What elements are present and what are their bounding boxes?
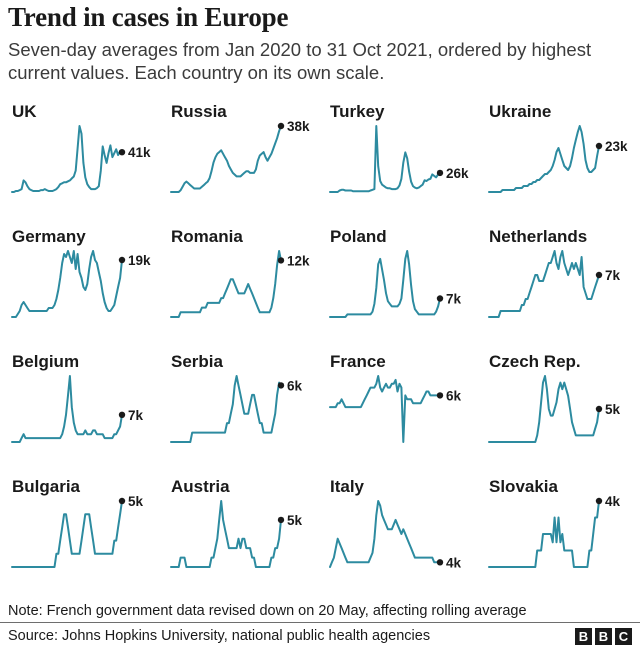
panel-title: France	[330, 352, 386, 371]
chart-panel: France 6k	[329, 352, 462, 443]
end-point-marker	[277, 122, 285, 130]
end-value-label: 4k	[605, 494, 621, 509]
chart-panel: Romania 12k	[170, 227, 310, 318]
end-point-marker	[436, 169, 444, 177]
panel-title: Belgium	[12, 352, 79, 371]
panel-title: Austria	[171, 477, 230, 496]
end-value-label: 5k	[605, 402, 621, 417]
trend-line	[11, 125, 123, 193]
end-point-marker	[595, 142, 603, 150]
chart-panel: Serbia 6k	[170, 352, 303, 443]
end-value-label: 41k	[128, 145, 151, 160]
panel-title: Italy	[330, 477, 365, 496]
end-point-marker	[277, 382, 285, 389]
end-value-label: 38k	[287, 119, 310, 134]
panel-title: Poland	[330, 227, 387, 246]
panel-title: UK	[12, 102, 37, 121]
chart-panel: Bulgaria 5k	[11, 477, 144, 568]
end-point-marker	[277, 516, 285, 524]
end-value-label: 6k	[287, 378, 303, 393]
end-point-marker	[436, 295, 444, 302]
end-point-marker	[118, 497, 126, 505]
panel-title: Netherlands	[489, 227, 587, 246]
trend-line	[11, 375, 123, 443]
panel-title: Serbia	[171, 352, 224, 371]
end-value-label: 19k	[128, 253, 151, 268]
source-text: Source: Johns Hopkins University, nation…	[8, 628, 431, 644]
end-value-label: 7k	[605, 268, 621, 283]
chart-panel: Ukraine 23k	[488, 102, 628, 193]
trend-line	[11, 500, 123, 568]
end-value-label: 26k	[446, 166, 469, 181]
trend-line	[170, 500, 282, 568]
panel-title: Turkey	[330, 102, 385, 121]
trend-line	[488, 375, 600, 443]
end-point-marker	[436, 392, 444, 399]
end-value-label: 23k	[605, 139, 628, 154]
end-point-marker	[277, 257, 285, 264]
bbc-logo-block: C	[615, 628, 632, 645]
bbc-logo-block: B	[595, 628, 612, 645]
trend-line	[11, 250, 123, 318]
chart-panel: Poland 7k	[329, 227, 462, 318]
trend-line	[170, 125, 282, 193]
end-point-marker	[118, 256, 126, 264]
end-value-label: 5k	[128, 494, 144, 509]
end-value-label: 7k	[446, 292, 462, 307]
panel-title: Germany	[12, 227, 86, 246]
end-value-label: 6k	[446, 388, 462, 403]
end-point-marker	[118, 411, 126, 418]
chart-panel: Belgium 7k	[11, 352, 144, 443]
end-value-label: 5k	[287, 513, 303, 528]
trend-line	[329, 500, 441, 568]
chart-panel: Russia 38k	[170, 102, 310, 193]
chart-panel: Austria 5k	[170, 477, 303, 568]
end-point-marker	[595, 497, 603, 505]
end-point-marker	[595, 271, 603, 279]
trend-line	[329, 250, 441, 318]
chart-panel: Turkey 26k	[329, 102, 469, 193]
end-point-marker	[436, 559, 444, 566]
panel-title: Slovakia	[489, 477, 559, 496]
end-value-label: 12k	[287, 253, 310, 268]
end-point-marker	[118, 149, 126, 156]
footnote: Note: French government data revised dow…	[8, 603, 527, 619]
trend-line	[488, 500, 600, 568]
trend-line	[329, 375, 441, 443]
panel-title: Bulgaria	[12, 477, 81, 496]
chart-subtitle: Seven-day averages from Jan 2020 to 31 O…	[8, 39, 592, 83]
bbc-logo: B B C	[575, 628, 632, 645]
panel-title: Russia	[171, 102, 227, 121]
trend-line	[488, 250, 600, 318]
footer-divider	[0, 622, 640, 623]
chart-panel: Czech Rep. 5k	[488, 352, 621, 443]
chart-title: Trend in cases in Europe	[8, 2, 289, 32]
chart-panel: Slovakia 4k	[488, 477, 621, 568]
bbc-logo-block: B	[575, 628, 592, 645]
end-value-label: 4k	[446, 555, 462, 570]
trend-line	[329, 125, 441, 193]
panel-title: Ukraine	[489, 102, 551, 121]
chart-panel: Netherlands 7k	[488, 227, 621, 318]
panel-title: Romania	[171, 227, 243, 246]
end-point-marker	[595, 405, 603, 413]
chart-panel: Italy 4k	[329, 477, 462, 570]
chart-panel: Germany 19k	[11, 227, 151, 318]
chart-panel: UK 41k	[11, 102, 151, 193]
trend-line	[488, 125, 600, 193]
trend-line	[170, 375, 282, 443]
end-value-label: 7k	[128, 408, 144, 423]
small-multiples-grid: UK 41k Russia 38k Turkey 26k Ukraine 23k Germany…	[11, 102, 628, 570]
panel-title: Czech Rep.	[489, 352, 581, 371]
trend-line	[170, 250, 282, 318]
